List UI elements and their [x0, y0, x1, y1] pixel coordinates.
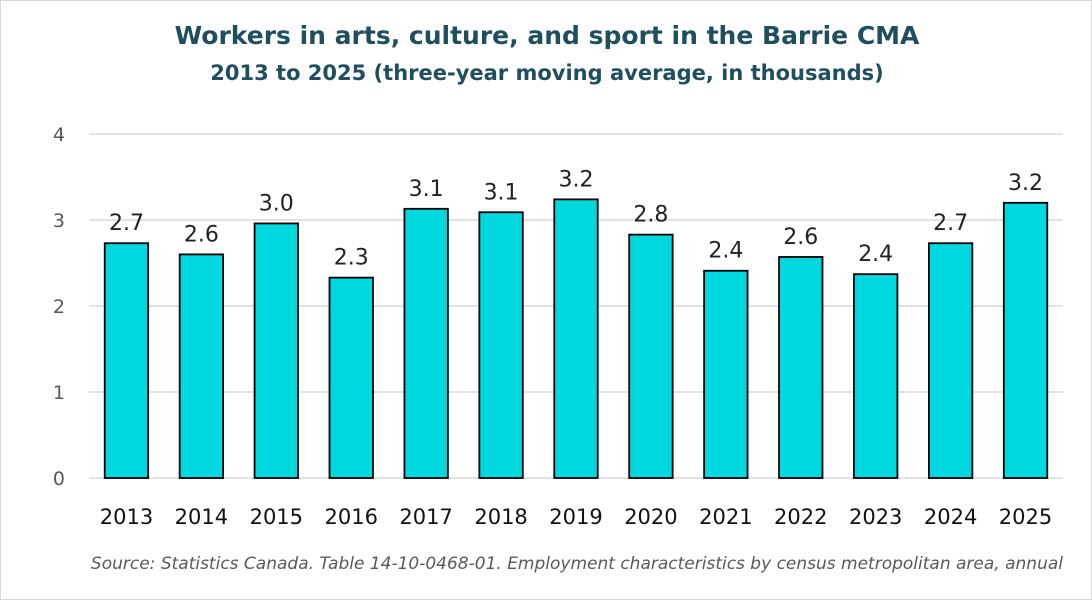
x-tick-label: 2025 — [999, 505, 1052, 529]
x-tick-label: 2024 — [924, 505, 977, 529]
data-label: 3.1 — [409, 177, 444, 202]
bar — [328, 276, 374, 479]
y-tick-label: 4 — [53, 124, 65, 146]
x-tick-label: 2019 — [549, 505, 602, 529]
bar — [628, 233, 674, 479]
data-label: 2.8 — [633, 203, 668, 228]
bar — [778, 256, 824, 479]
x-tick-label: 2016 — [325, 505, 378, 529]
data-label: 2.3 — [334, 246, 369, 271]
x-tick-label: 2022 — [774, 505, 827, 529]
x-tick-label: 2018 — [474, 505, 527, 529]
data-label: 2.7 — [109, 211, 144, 236]
chart-subtitle: 2013 to 2025 (three-year moving average,… — [210, 61, 884, 85]
y-tick-label: 2 — [53, 296, 65, 318]
bar — [253, 222, 299, 479]
bar — [103, 242, 150, 479]
data-label: 2.4 — [858, 242, 893, 267]
bar — [1002, 201, 1049, 479]
x-tick-label: 2020 — [624, 505, 677, 529]
bar — [478, 211, 524, 479]
data-label: 3.2 — [559, 167, 594, 192]
data-label: 2.6 — [783, 225, 818, 250]
data-label: 3.0 — [259, 191, 294, 216]
bar — [178, 253, 225, 479]
data-label: 3.1 — [484, 180, 519, 205]
x-tick-label: 2017 — [399, 505, 452, 529]
bar — [703, 269, 749, 479]
y-tick-label: 3 — [53, 210, 65, 232]
data-label: 2.4 — [708, 239, 743, 264]
chart-title: Workers in arts, culture, and sport in t… — [174, 21, 920, 50]
y-tick-label: 1 — [53, 382, 65, 404]
source-note: Source: Statistics Canada. Table 14-10-0… — [90, 554, 1063, 574]
bar — [403, 207, 449, 479]
data-label: 3.2 — [1008, 171, 1043, 196]
x-tick-label: 2015 — [250, 505, 303, 529]
bar — [927, 242, 974, 479]
data-label: 2.7 — [933, 211, 968, 236]
bar — [553, 198, 599, 479]
y-tick-label: 0 — [53, 468, 65, 490]
data-label: 2.6 — [184, 222, 219, 247]
bar — [853, 273, 899, 479]
x-tick-label: 2013 — [100, 505, 153, 529]
x-tick-label: 2014 — [175, 505, 228, 529]
x-tick-label: 2023 — [849, 505, 902, 529]
x-tick-label: 2021 — [699, 505, 752, 529]
